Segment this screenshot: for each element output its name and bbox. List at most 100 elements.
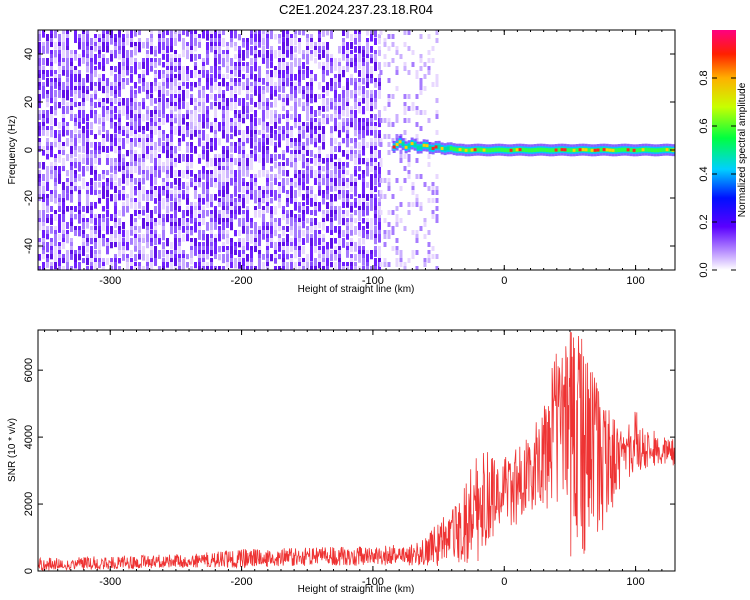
heatmap-cell [62, 42, 65, 51]
heatmap-cell [38, 254, 41, 261]
heatmap-cell [318, 238, 321, 246]
heatmap-cell [142, 150, 145, 156]
heatmap-cell [94, 174, 97, 181]
heatmap-cell [146, 154, 149, 160]
heatmap-cell [170, 122, 173, 130]
heatmap-cell [78, 34, 81, 42]
heatmap-cell [210, 266, 213, 270]
heatmap-cell [362, 78, 365, 85]
heatmap-cell [50, 78, 53, 84]
heatmap-cell [250, 178, 253, 186]
heatmap-cell [246, 262, 249, 268]
heatmap-cell [362, 150, 365, 156]
heatmap-cell [266, 250, 269, 257]
heatmap-cell [342, 54, 345, 61]
heatmap-cell [366, 142, 369, 148]
heatmap-cell [286, 214, 289, 222]
heatmap-cell [395, 206, 399, 211]
heatmap-cell [314, 46, 317, 52]
heatmap-cell [142, 138, 145, 147]
heatmap-cell [234, 102, 237, 110]
heatmap-cell [411, 62, 415, 67]
heatmap-cell [395, 222, 399, 227]
heatmap-cell [350, 122, 353, 128]
heatmap-cell [306, 50, 309, 57]
heatmap-cell [166, 138, 169, 146]
heatmap-cell [262, 206, 265, 212]
heatmap-cell [98, 158, 101, 165]
heatmap-cell [182, 50, 185, 58]
heatmap-cell [234, 170, 237, 178]
heatmap-cell [238, 250, 241, 258]
heatmap-cell [78, 90, 81, 99]
heatmap-cell [42, 66, 45, 72]
heatmap-cell [419, 174, 423, 179]
heatmap-cell [230, 238, 233, 244]
heatmap-cell [106, 146, 109, 153]
heatmap-cell [62, 158, 65, 167]
heatmap-cell [150, 190, 153, 198]
heatmap-cell [411, 186, 415, 191]
heatmap-cell [286, 138, 289, 144]
heatmap-cell [258, 210, 261, 218]
heatmap-cell [74, 178, 77, 185]
heatmap-cell [218, 86, 221, 94]
heatmap-cell [314, 134, 317, 141]
heatmap-cell [238, 114, 241, 122]
heatmap-cell [194, 106, 197, 113]
heatmap-cell [419, 206, 423, 211]
heatmap-cell [250, 230, 253, 238]
heatmap-cell [419, 145, 423, 150]
heatmap-cell [134, 98, 137, 104]
heatmap-cell [358, 98, 361, 105]
heatmap-cell [310, 94, 313, 102]
heatmap-cell [294, 230, 297, 239]
heatmap-cell [238, 242, 241, 248]
heatmap-cell [338, 122, 341, 131]
heatmap-cell [146, 202, 149, 210]
heatmap-cell [387, 78, 391, 83]
heatmap-cell [294, 166, 297, 174]
heatmap-cell [274, 130, 277, 137]
heatmap-cell [350, 182, 353, 189]
heatmap-cell [190, 50, 193, 57]
heatmap-cell [70, 250, 73, 256]
heatmap-cell [190, 114, 193, 123]
heatmap-cell [130, 174, 133, 182]
heatmap-cell [395, 258, 399, 263]
heatmap-cell [362, 58, 365, 65]
heatmap-cell [366, 162, 369, 170]
heatmap-cell [106, 222, 109, 229]
heatmap-cell [431, 46, 435, 51]
heatmap-cell [106, 190, 109, 198]
heatmap-cell [262, 198, 265, 204]
heatmap-cell [274, 34, 277, 40]
heatmap-cell [46, 262, 49, 268]
heatmap-cell [238, 202, 241, 208]
heatmap-cell [250, 38, 253, 45]
heatmap-cell [114, 38, 117, 45]
heatmap-cell [314, 202, 317, 210]
heatmap-cell [254, 30, 257, 38]
heatmap-cell [270, 126, 273, 134]
heatmap-cell [346, 142, 349, 148]
heatmap-cell [46, 166, 49, 175]
heatmap-cell [74, 54, 77, 61]
heatmap-cell [238, 62, 241, 68]
heatmap-cell [342, 210, 345, 218]
heatmap-cell [46, 34, 49, 42]
heatmap-cell [334, 214, 337, 221]
heatmap-cell [250, 74, 253, 80]
heatmap-cell [566, 148, 570, 153]
heatmap-cell [182, 250, 185, 258]
heatmap-cell [395, 214, 399, 219]
heatmap-cell [186, 170, 189, 176]
heatmap-cell [286, 98, 289, 106]
heatmap-cell [162, 146, 165, 154]
heatmap-cell [262, 222, 265, 228]
heatmap-cell [358, 254, 361, 263]
heatmap-cell [70, 238, 73, 244]
heatmap-cell [378, 254, 381, 261]
heatmap-cell [110, 234, 113, 242]
heatmap-cell [342, 266, 345, 270]
